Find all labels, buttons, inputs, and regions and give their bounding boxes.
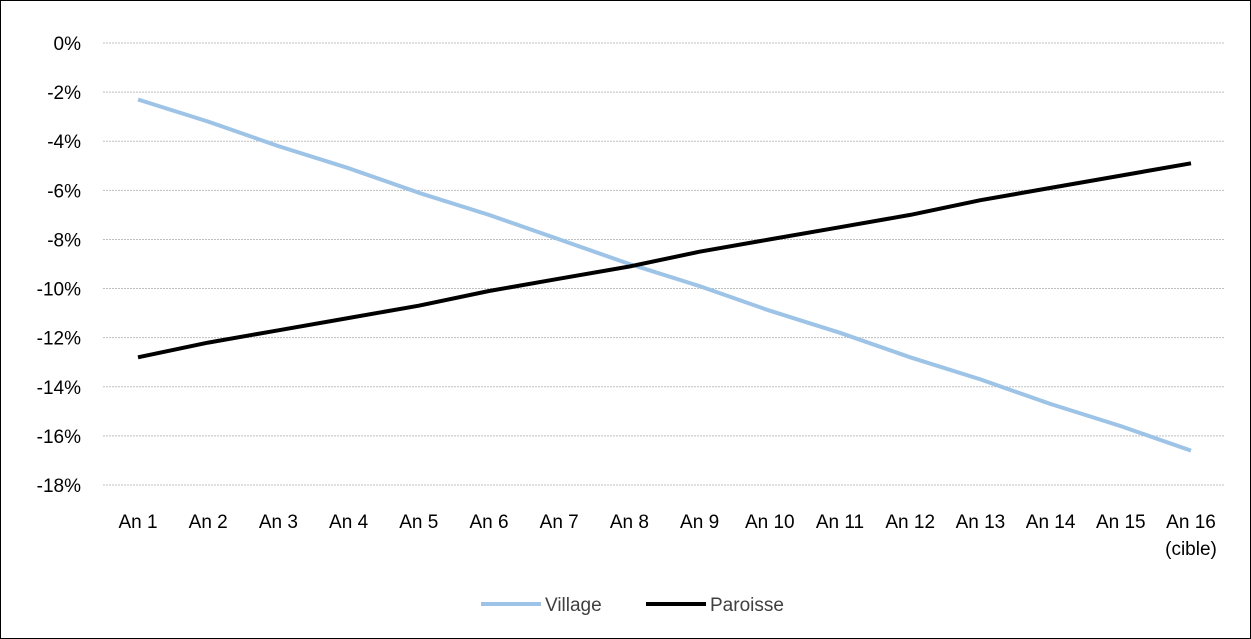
y-tick-label: -4% — [47, 132, 81, 153]
x-tick-label: An 11 — [816, 512, 864, 533]
series-line-paroisse — [137, 161, 1192, 360]
x-tick-label: An 14 — [1026, 512, 1076, 533]
x-tick-label: An 16 — [1166, 512, 1216, 533]
y-tick-label: -6% — [47, 181, 81, 202]
legend-label-village: Village — [545, 595, 602, 616]
x-tick-label: An 1 — [118, 512, 157, 533]
x-axis-tick-labels: An 1 An 2 An 3 An 4 An 5 An 6 An 7 An 8 An 9 An 1… — [118, 512, 1216, 560]
series-lines — [137, 97, 1192, 453]
y-tick-label: -8% — [47, 230, 81, 251]
y-tick-label: -16% — [37, 427, 81, 448]
x-tick-label: An 5 — [399, 512, 438, 533]
x-tick-label: An 3 — [259, 512, 298, 533]
x-tick-label: An 7 — [540, 512, 579, 533]
x-tick-label: An 12 — [885, 512, 935, 533]
y-axis-tick-labels: 0% -2% -4% -6% -8% -10% -12% -14% -16% -18% — [37, 34, 81, 497]
x-tick-label: An 6 — [469, 512, 508, 533]
legend: Village Paroisse — [481, 595, 784, 616]
x-tick-label: An 10 — [745, 512, 795, 533]
y-tick-label: -18% — [37, 476, 81, 497]
y-tick-label: -14% — [37, 378, 81, 399]
gridlines — [103, 42, 1225, 486]
y-tick-label: -2% — [47, 83, 81, 104]
x-tick-label: An 8 — [610, 512, 649, 533]
x-tick-label: (cible) — [1165, 539, 1217, 560]
x-tick-label: An 2 — [189, 512, 228, 533]
x-tick-label: An 15 — [1096, 512, 1146, 533]
y-tick-label: -10% — [37, 280, 81, 301]
x-tick-label: An 9 — [680, 512, 719, 533]
x-tick-label: An 4 — [329, 512, 369, 533]
y-tick-label: -12% — [37, 329, 81, 350]
x-tick-label: An 13 — [956, 512, 1006, 533]
legend-label-paroisse: Paroisse — [710, 595, 784, 616]
series-line-village — [137, 97, 1192, 453]
y-tick-label: 0% — [54, 34, 82, 55]
